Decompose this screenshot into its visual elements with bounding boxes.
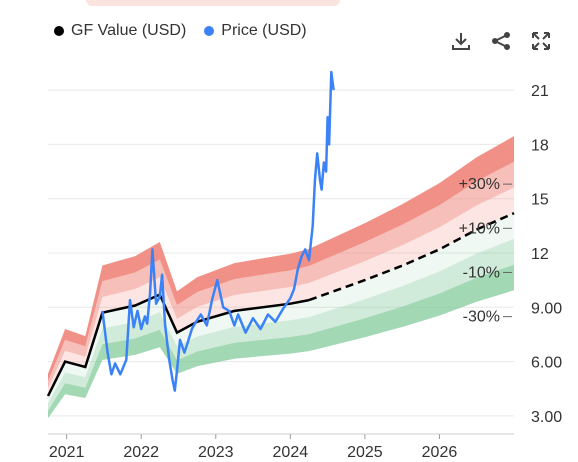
x-tick-label-5: 2026	[422, 444, 458, 461]
download-icon	[452, 33, 470, 50]
price-dot	[204, 26, 215, 36]
expand-icon	[532, 32, 550, 50]
share-button[interactable]	[488, 28, 514, 54]
band-label-0: +30%	[459, 176, 500, 193]
band-label-2: -10%	[463, 264, 500, 281]
y-tick-label-0: 21	[531, 83, 549, 100]
x-tick-label-0: 2021	[49, 444, 85, 461]
legend-item-gf-value[interactable]: GF Value (USD)	[54, 22, 186, 40]
band-plus-10	[48, 187, 514, 396]
download-button[interactable]	[448, 28, 474, 54]
band-minus-30	[48, 264, 514, 419]
gf-value-dot	[54, 26, 64, 36]
band-plus-20	[48, 161, 514, 389]
band-label-3: -30%	[463, 309, 500, 326]
expand-button[interactable]	[528, 28, 554, 54]
y-tick-label-4: 9.00	[531, 300, 562, 317]
y-tick-label-1: 18	[531, 137, 549, 154]
chart-toolbar	[448, 28, 554, 54]
band-minus-10	[48, 213, 514, 404]
top-strip	[86, 0, 340, 6]
share-icon	[492, 32, 510, 50]
y-tick-label-6: 3.00	[531, 409, 562, 426]
x-tick-label-1: 2022	[123, 444, 159, 461]
y-tick-label-2: 15	[531, 192, 549, 209]
gf-value-projection-line	[308, 212, 515, 302]
y-tick-label-5: 6.00	[531, 355, 562, 372]
x-tick-label-3: 2024	[273, 444, 309, 461]
price-line	[101, 70, 335, 392]
band-label-1: +10%	[459, 220, 500, 237]
legend-item-price[interactable]: Price (USD)	[204, 22, 307, 40]
y-tick-label-3: 12	[531, 246, 549, 263]
legend-price-label: Price (USD)	[221, 22, 307, 39]
chart-legend: GF Value (USD) Price (USD)	[54, 22, 307, 40]
band-plus-30	[48, 136, 514, 382]
x-tick-label-4: 2025	[347, 444, 383, 461]
x-tick-label-2: 2023	[198, 444, 234, 461]
band-minus-20	[48, 238, 514, 411]
legend-gf-label: GF Value (USD)	[71, 22, 187, 39]
